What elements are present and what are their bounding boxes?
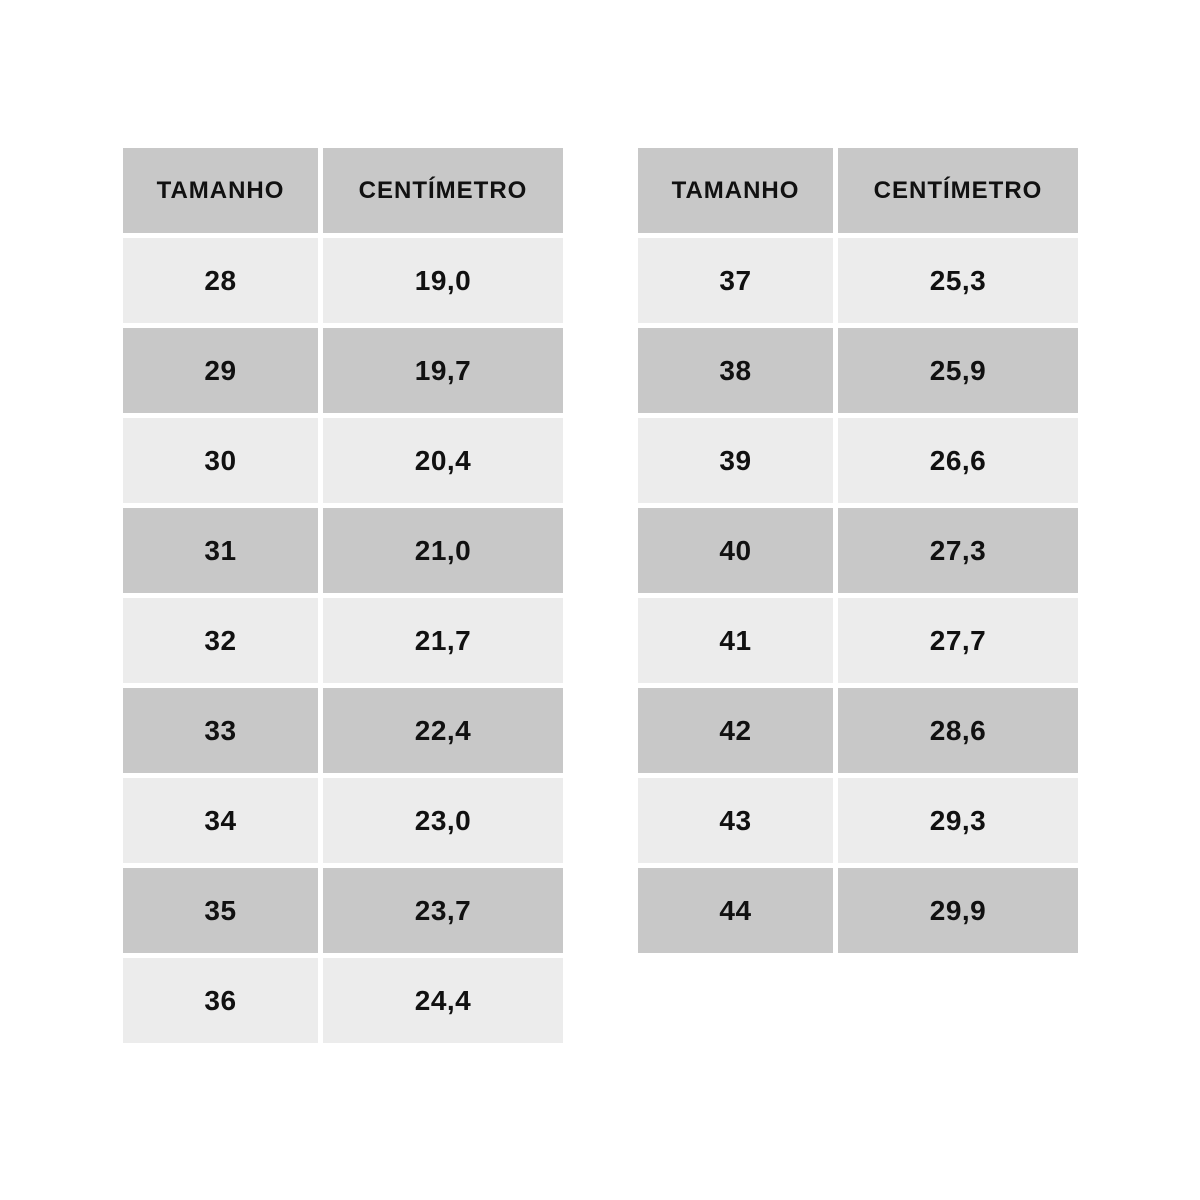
size-cell: 35: [123, 868, 318, 953]
size-table-right: TAMANHO CENTÍMETRO 37 25,3 38 25,9 39 26…: [638, 148, 1078, 953]
cm-cell: 25,3: [838, 238, 1078, 323]
cm-cell: 23,0: [323, 778, 563, 863]
size-cell: 33: [123, 688, 318, 773]
cm-cell: 22,4: [323, 688, 563, 773]
column-header-size: TAMANHO: [123, 148, 318, 233]
size-cell: 30: [123, 418, 318, 503]
size-cell: 38: [638, 328, 833, 413]
cm-cell: 19,0: [323, 238, 563, 323]
size-cell: 31: [123, 508, 318, 593]
size-cell: 39: [638, 418, 833, 503]
size-cell: 36: [123, 958, 318, 1043]
size-cell: 28: [123, 238, 318, 323]
size-cell: 37: [638, 238, 833, 323]
cm-cell: 29,9: [838, 868, 1078, 953]
cm-cell: 28,6: [838, 688, 1078, 773]
size-cell: 44: [638, 868, 833, 953]
size-cell: 41: [638, 598, 833, 683]
cm-cell: 26,6: [838, 418, 1078, 503]
size-table-left: TAMANHO CENTÍMETRO 28 19,0 29 19,7 30 20…: [123, 148, 563, 1043]
column-header-cm: CENTÍMETRO: [838, 148, 1078, 233]
cm-cell: 23,7: [323, 868, 563, 953]
cm-cell: 24,4: [323, 958, 563, 1043]
column-header-size: TAMANHO: [638, 148, 833, 233]
cm-cell: 27,3: [838, 508, 1078, 593]
cm-cell: 21,7: [323, 598, 563, 683]
cm-cell: 19,7: [323, 328, 563, 413]
size-cell: 42: [638, 688, 833, 773]
cm-cell: 21,0: [323, 508, 563, 593]
cm-cell: 29,3: [838, 778, 1078, 863]
size-cell: 43: [638, 778, 833, 863]
cm-cell: 27,7: [838, 598, 1078, 683]
cm-cell: 25,9: [838, 328, 1078, 413]
size-cell: 32: [123, 598, 318, 683]
size-cell: 40: [638, 508, 833, 593]
size-cell: 34: [123, 778, 318, 863]
size-cell: 29: [123, 328, 318, 413]
cm-cell: 20,4: [323, 418, 563, 503]
column-header-cm: CENTÍMETRO: [323, 148, 563, 233]
